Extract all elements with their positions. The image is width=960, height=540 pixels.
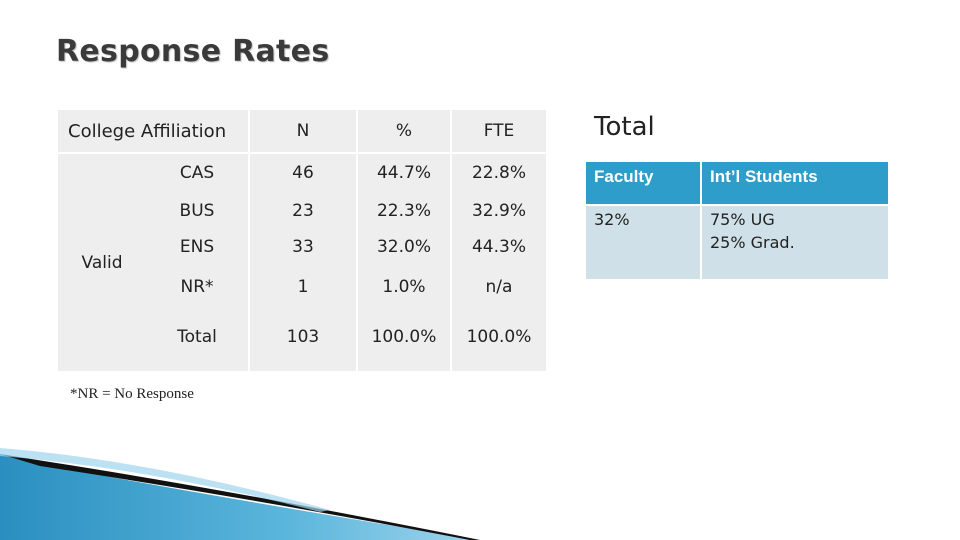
affiliation-table: College Affiliation N % FTE Valid CAS 46…: [58, 110, 546, 371]
row-percent: 100.0%: [371, 327, 437, 347]
group-label-valid: Valid: [81, 252, 123, 273]
row-n: 33: [292, 237, 314, 257]
row-n: 1: [297, 277, 309, 297]
row-fte: 22.8%: [471, 163, 526, 183]
swoosh-black: [0, 454, 480, 540]
row-n: 23: [292, 201, 314, 221]
header-faculty: Faculty: [594, 167, 654, 186]
row-percent: 1.0%: [382, 277, 426, 297]
row-percent: 44.7%: [376, 163, 431, 183]
header-fte: FTE: [483, 121, 515, 141]
footnote: *NR = No Response: [70, 386, 194, 402]
row-fte: 44.3%: [471, 237, 526, 257]
faculty-value: 32%: [594, 210, 630, 229]
row-college: BUS: [179, 201, 215, 221]
table-divider: [700, 162, 702, 279]
table-divider: [58, 152, 546, 154]
row-n: 46: [292, 163, 314, 183]
header-percent: %: [395, 121, 413, 141]
row-percent: 32.0%: [376, 237, 431, 257]
header-n: N: [296, 121, 310, 141]
row-fte: 32.9%: [471, 201, 526, 221]
total-heading: Total: [594, 112, 655, 142]
page-title: Response Rates: [56, 34, 330, 69]
table-divider: [248, 110, 250, 371]
row-college: ENS: [179, 237, 215, 257]
swoosh-blue: [0, 454, 480, 540]
row-percent: 22.3%: [376, 201, 431, 221]
intl-grad-value: 25% Grad.: [710, 233, 795, 252]
row-fte: 100.0%: [466, 327, 532, 347]
header-college-affiliation: College Affiliation: [68, 120, 227, 142]
row-college: NR*: [180, 277, 214, 297]
total-table-header: [586, 162, 888, 204]
table-divider: [450, 110, 452, 371]
intl-ug-value: 75% UG: [710, 210, 775, 229]
row-n: 103: [286, 327, 320, 347]
table-divider: [356, 110, 358, 371]
row-college: CAS: [179, 163, 215, 183]
total-table: Faculty Int’l Students 32% 75% UG 25% Gr…: [586, 162, 888, 279]
decorative-swoosh: [0, 448, 480, 540]
swoosh-light: [0, 448, 330, 512]
table-divider: [586, 204, 888, 206]
row-fte: n/a: [485, 277, 513, 297]
header-intl-students: Int’l Students: [710, 167, 818, 186]
row-college: Total: [177, 327, 217, 347]
